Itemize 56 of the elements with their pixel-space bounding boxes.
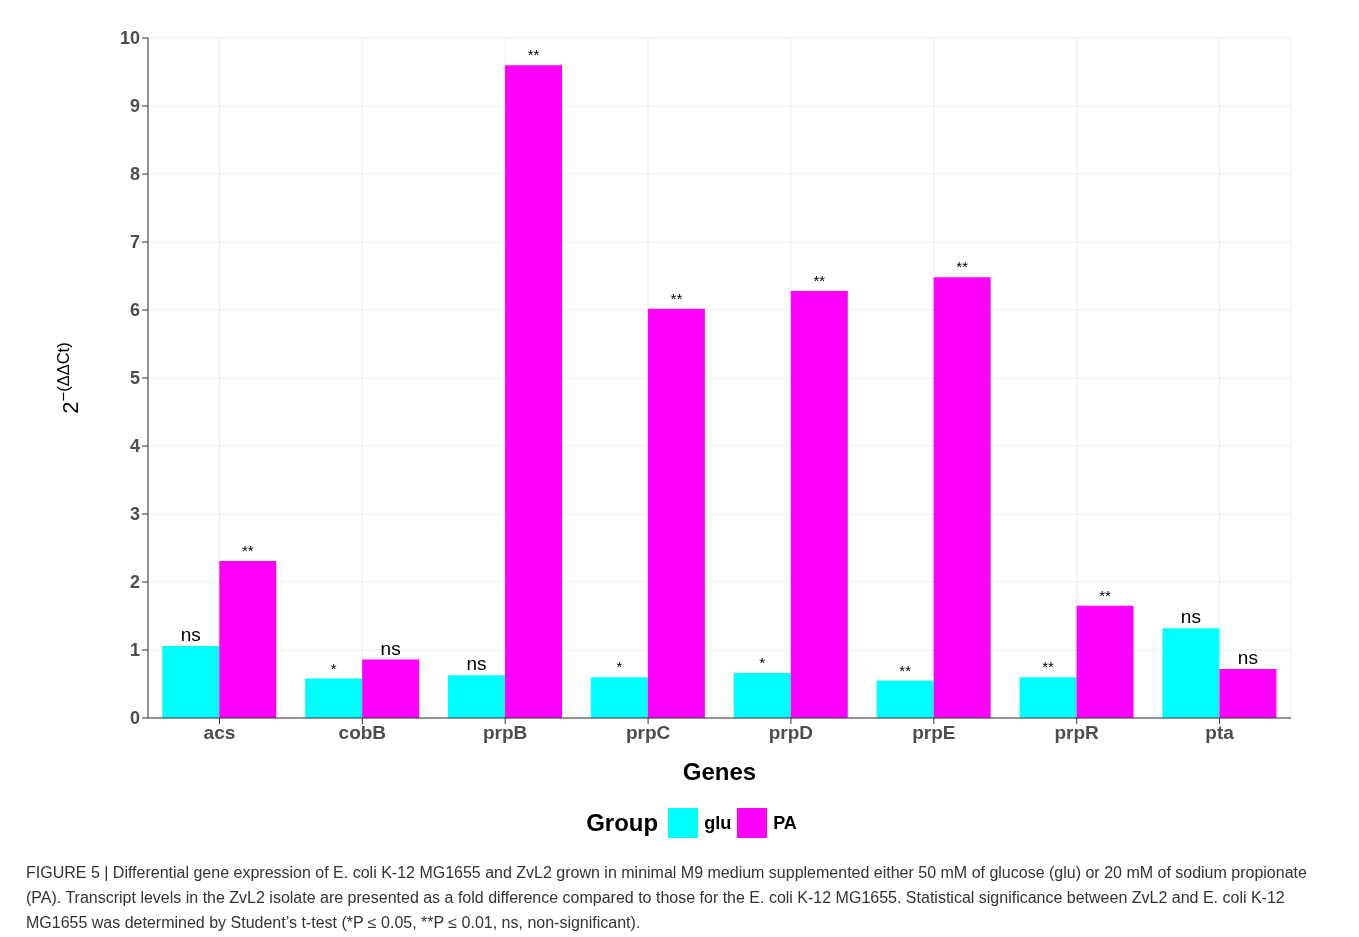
y-tick-label: 3 <box>129 504 140 525</box>
x-axis-title: Genes <box>682 758 757 785</box>
y-tick-label: 0 <box>129 708 140 729</box>
y-tick-label: 7 <box>129 232 140 253</box>
annotation: ns <box>466 653 487 675</box>
bar <box>1076 605 1134 718</box>
y-tick-label: 8 <box>129 164 140 185</box>
annotation: ** <box>241 541 254 559</box>
annotation: ns <box>1237 647 1258 669</box>
bar <box>362 659 420 718</box>
y-tick-label: 6 <box>129 300 140 321</box>
x-tick-label: prpR <box>1054 722 1100 744</box>
annotation: ns <box>180 623 201 645</box>
bar <box>733 673 791 718</box>
annotation: * <box>759 654 766 672</box>
y-tick-label: 2 <box>129 572 140 593</box>
bar <box>647 308 705 718</box>
annotation: ** <box>813 271 826 289</box>
bar <box>505 65 563 718</box>
bar <box>590 677 648 718</box>
annotation: ** <box>670 289 683 307</box>
x-tick-label: prpD <box>768 722 814 744</box>
annotation: ns <box>380 637 401 659</box>
bar <box>933 277 991 718</box>
x-tick-label: pta <box>1205 722 1235 744</box>
y-tick-label: 9 <box>129 96 140 117</box>
bar <box>162 645 220 718</box>
annotation: ns <box>1180 606 1201 628</box>
bar <box>448 675 506 718</box>
bar <box>305 678 363 718</box>
legend-label: glu <box>704 812 732 834</box>
bar <box>219 560 277 718</box>
caption: FIGURE 5 | Differential gene expression of E. coli K-12 MG1655 and ZvL2 grown in minimal M9 medium supplemented either 50 mM of glucose (glu) or 20 mM of sodium propionate (PA). Transcript levels in the ZvL2 isolate are presented as a fold difference compared to those for the E. coli K-12 MG1655. Statistical significance between ZvL2 and E. coli K-12 MG1655 was determined by Student’s t-test (*P ≤ 0.05, **P ≤ 0.01, ns, non-significant). <box>25 863 1308 933</box>
y-tick-label: 4 <box>129 436 140 457</box>
annotation: ** <box>1042 658 1055 676</box>
annotation: * <box>330 659 337 677</box>
x-tick-label: cobB <box>338 722 387 744</box>
y-tick-label: 10 <box>119 28 140 49</box>
x-tick-label: acs <box>203 722 236 744</box>
bar <box>1162 628 1220 718</box>
x-tick-label: prpB <box>483 722 528 744</box>
y-tick-label: 1 <box>129 640 140 661</box>
bar <box>1019 677 1077 718</box>
annotation: ** <box>899 661 912 679</box>
legend-title: Group <box>586 809 659 837</box>
legend-label: PA <box>773 812 797 834</box>
bar <box>1219 669 1277 718</box>
annotation: ** <box>956 258 969 276</box>
bar <box>790 290 848 718</box>
annotation: ** <box>1099 586 1112 604</box>
annotation: * <box>616 658 623 676</box>
annotation: ** <box>527 46 540 64</box>
y-tick-label: 5 <box>129 368 140 389</box>
bar <box>876 680 934 718</box>
x-tick-label: prpE <box>912 722 956 744</box>
x-tick-label: prpC <box>625 722 671 744</box>
